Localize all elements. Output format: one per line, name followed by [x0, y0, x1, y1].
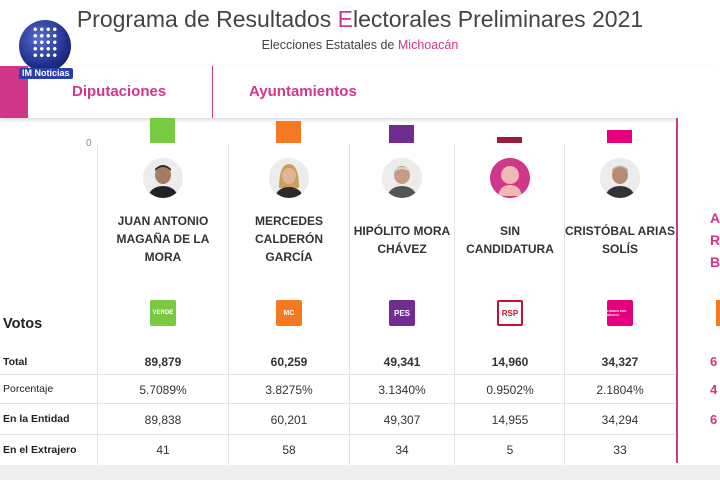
vote-bar-arias [607, 130, 632, 143]
partial-value: 6 [710, 354, 718, 369]
highlighted-candidate-column: A R B 6 4 6 [676, 118, 720, 463]
partial-name-letter: B [710, 254, 720, 270]
party-logo-fuerza-icon: FUERZA POR MÉXICO [607, 300, 633, 326]
cell-extranjero: 41 [156, 443, 170, 457]
cell-extranjero: 5 [506, 443, 514, 457]
cell-total: 34,327 [601, 355, 639, 369]
cell-entidad: 34,294 [601, 413, 639, 427]
row-divider [0, 374, 678, 375]
party-logo-rsp-icon: RSP [497, 300, 523, 326]
candidate-name: CRISTÓBAL ARIAS SOLÍS [565, 224, 676, 256]
vote-bar-calderon [276, 121, 301, 143]
party-logo-verde-icon: VERDE [150, 300, 176, 326]
cell-extranjero: 34 [395, 443, 409, 457]
page-subtitle: Elecciones Estatales de Michoacán [261, 38, 459, 52]
page-header: Programa de Resultados Electorales Preli… [0, 0, 720, 66]
row-label-porcentaje: Porcentaje [3, 383, 54, 395]
tab-divider [212, 66, 213, 118]
page-title: Programa de Resultados Electorales Preli… [76, 6, 644, 32]
cell-total: 14,960 [491, 355, 529, 369]
cell-porcentaje: 3.1340% [378, 383, 426, 397]
partial-value: 4 [710, 382, 718, 397]
partial-party-logo-icon [716, 300, 720, 326]
cell-total: 89,879 [144, 355, 182, 369]
avatar-magana [143, 158, 183, 198]
cell-porcentaje: 2.1804% [596, 383, 644, 397]
cell-entidad: 14,955 [491, 413, 529, 427]
row-label-extranjero: En el Extrajero [3, 444, 77, 456]
partial-name-letter: R [710, 232, 720, 248]
cell-extranjero: 58 [282, 443, 296, 457]
row-label-total: Total [3, 356, 28, 368]
party-logo-pes-icon: PES [389, 300, 415, 326]
votes-heading: Votos [3, 316, 43, 332]
bottom-scroll-band [0, 465, 720, 480]
cell-porcentaje: 5.7089% [139, 383, 187, 397]
chart-zero-label: 0 [86, 138, 92, 149]
cell-total: 49,341 [383, 355, 421, 369]
party-logo-mc-icon: MC [276, 300, 302, 326]
candidate-name: MERCEDES CALDERÓN GARCÍA [254, 214, 323, 264]
column-divider [564, 144, 565, 480]
cell-entidad: 60,201 [270, 413, 308, 427]
vote-bar-magana [150, 118, 175, 143]
column-divider [97, 144, 98, 480]
cell-entidad: 89,838 [144, 413, 182, 427]
candidate-name: HIPÓLITO MORA CHÁVEZ [353, 224, 451, 256]
candidate-name: JUAN ANTONIO MAGAÑA DE LA MORA [116, 214, 210, 264]
vote-bar-sin-candidatura [497, 137, 522, 143]
partial-name-letter: A [710, 210, 720, 226]
tab-ayuntamientos[interactable]: Ayuntamientos [249, 83, 357, 100]
logo-icon[interactable] [19, 20, 71, 72]
avatar-placeholder-icon [490, 158, 530, 198]
column-divider [349, 144, 350, 480]
partial-value: 6 [710, 412, 718, 427]
column-divider [228, 144, 229, 480]
avatar-calderon [269, 158, 309, 198]
cell-porcentaje: 0.9502% [486, 383, 534, 397]
logo-label: IM Noticias [19, 68, 73, 79]
tab-diputaciones[interactable]: Diputaciones [72, 83, 167, 100]
candidate-name: SIN CANDIDATURA [466, 224, 554, 256]
avatar-arias [600, 158, 640, 198]
row-label-entidad: En la Entidad [3, 413, 70, 425]
avatar-mora [382, 158, 422, 198]
cell-entidad: 49,307 [383, 413, 421, 427]
vote-bar-mora [389, 125, 414, 143]
results-grid: 0 JUAN ANTONIO MAGAÑA DE LA MORA MERCEDE… [0, 118, 720, 480]
cell-porcentaje: 3.8275% [265, 383, 313, 397]
column-divider [454, 144, 455, 480]
cell-total: 60,259 [270, 355, 308, 369]
row-divider [0, 434, 678, 435]
tab-bar: Diputaciones Ayuntamientos [0, 66, 720, 118]
row-divider [0, 403, 678, 404]
cell-extranjero: 33 [613, 443, 627, 457]
